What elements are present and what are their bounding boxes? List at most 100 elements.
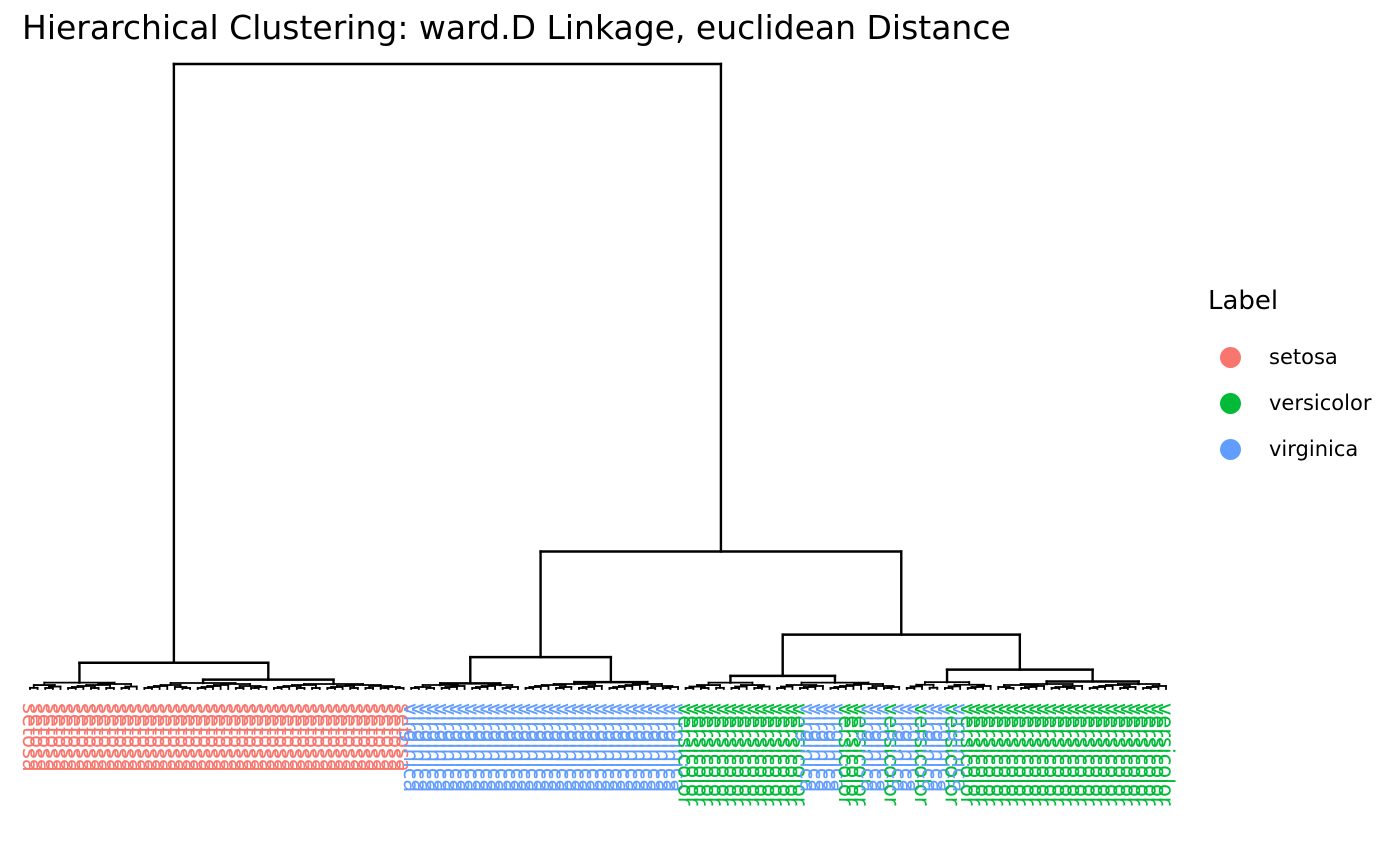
leaf-label-16: setosa (140, 703, 164, 772)
leaf-label-82: virginica (643, 703, 667, 792)
leaf-label-13: setosa (117, 703, 141, 772)
leaf-label-47: setosa (376, 703, 400, 772)
leaf-label-105: virginica (819, 703, 843, 792)
leaf-label-52: virginica (414, 703, 438, 792)
leaf-label-141: versicolor (1093, 703, 1117, 806)
chart-title: Hierarchical Clustering: ward.D Linkage,… (22, 8, 1011, 47)
leaf-label-56: virginica (445, 703, 469, 792)
leaf-label-42: setosa (338, 703, 362, 772)
leaf-label-142: versicolor (1101, 703, 1125, 806)
leaf-label-129: versicolor (1002, 703, 1026, 806)
leaf-label-67: virginica (529, 703, 553, 792)
leaf-label-33: setosa (270, 703, 294, 772)
leaf-label-34: setosa (277, 703, 301, 772)
leaf-label-79: virginica (620, 703, 644, 792)
leaf-label-62: virginica (491, 703, 515, 792)
leaf-label-21: setosa (178, 703, 202, 772)
leaf-label-57: virginica (453, 703, 477, 792)
leaf-label-64: virginica (506, 703, 530, 792)
leaf-label-116: virginica (902, 703, 926, 792)
leaf-label-54: virginica (430, 703, 454, 792)
leaf-label-144: versicolor (1116, 703, 1140, 806)
leaf-label-147: versicolor (1139, 703, 1163, 806)
leaf-label-30: setosa (247, 703, 271, 772)
legend-swatch-setosa (1220, 346, 1241, 368)
leaf-label-89: versicolor (697, 703, 721, 806)
leaf-label-26: setosa (216, 703, 240, 772)
leaf-label-81: virginica (636, 703, 660, 792)
legend-swatch-virginica (1220, 438, 1241, 460)
leaf-label-58: virginica (460, 703, 484, 792)
leaf-label-107: versicolor (834, 703, 858, 806)
leaf-label-32: setosa (262, 703, 286, 772)
leaf-label-110: virginica (857, 703, 881, 792)
leaf-label-6: setosa (64, 703, 88, 772)
leaf-label-92: versicolor (719, 703, 743, 806)
legend-label-versicolor: versicolor (1269, 391, 1372, 415)
leaf-label-87: versicolor (681, 703, 705, 806)
dendrogram-plot: setosasetosasetosasetosasetosasetosaseto… (18, 62, 1178, 806)
leaf-label-149: versicolor (1154, 703, 1178, 806)
leaf-label-131: versicolor (1017, 703, 1041, 806)
leaf-label-0: setosa (18, 703, 42, 772)
leaf-label-18: setosa (155, 703, 179, 772)
leaf-label-84: virginica (658, 703, 682, 792)
leaf-label-97: versicolor (758, 703, 782, 806)
leaf-label-135: versicolor (1047, 703, 1071, 806)
leaf-label-124: versicolor (963, 703, 987, 806)
leaf-label-78: virginica (613, 703, 637, 792)
legend-item-versicolor: versicolor (1208, 380, 1371, 426)
leaf-label-115: virginica (895, 703, 919, 792)
dendrogram-branches (29, 62, 1167, 690)
leaf-label-36: setosa (292, 703, 316, 772)
leaf-label-127: versicolor (986, 703, 1010, 806)
leaf-label-45: setosa (361, 703, 385, 772)
leaf-label-145: versicolor (1124, 703, 1148, 806)
leaf-label-96: versicolor (750, 703, 774, 806)
leaf-label-31: setosa (254, 703, 278, 772)
leaf-label-122: virginica (948, 703, 972, 792)
leaf-label-70: virginica (552, 703, 576, 792)
leaf-label-9: setosa (87, 703, 111, 772)
leaf-label-69: virginica (544, 703, 568, 792)
leaf-label-123: versicolor (956, 703, 980, 806)
legend-swatch-versicolor (1220, 392, 1241, 414)
leaf-labels: setosasetosasetosasetosasetosasetosaseto… (18, 703, 1178, 806)
legend-items: setosa versicolor virginica (1208, 334, 1371, 472)
leaf-label-72: virginica (567, 703, 591, 792)
leaf-label-108: versicolor (841, 703, 865, 806)
leaf-label-51: virginica (407, 703, 431, 792)
leaf-label-63: virginica (498, 703, 522, 792)
leaf-label-38: setosa (308, 703, 332, 772)
leaf-label-106: virginica (826, 703, 850, 792)
leaf-label-44: setosa (353, 703, 377, 772)
leaf-label-95: versicolor (742, 703, 766, 806)
leaf-label-71: virginica (559, 703, 583, 792)
leaf-label-118: virginica (918, 703, 942, 792)
leaf-label-80: virginica (628, 703, 652, 792)
leaf-label-59: virginica (468, 703, 492, 792)
leaf-label-40: setosa (323, 703, 347, 772)
leaf-label-35: setosa (285, 703, 309, 772)
leaf-label-24: setosa (201, 703, 225, 772)
leaf-label-50: virginica (399, 703, 423, 792)
leaf-label-133: versicolor (1032, 703, 1056, 806)
leaf-label-137: versicolor (1063, 703, 1087, 806)
leaf-label-3: setosa (41, 703, 65, 772)
leaf-label-39: setosa (315, 703, 339, 772)
leaf-label-114: virginica (887, 703, 911, 792)
leaf-label-49: setosa (392, 703, 416, 772)
leaf-label-93: versicolor (727, 703, 751, 806)
leaf-label-85: virginica (666, 703, 690, 792)
leaf-label-66: virginica (521, 703, 545, 792)
leaf-label-146: versicolor (1131, 703, 1155, 806)
leaf-label-138: versicolor (1070, 703, 1094, 806)
leaf-label-10: setosa (94, 703, 118, 772)
leaf-label-86: versicolor (674, 703, 698, 806)
leaf-label-119: virginica (925, 703, 949, 792)
leaf-label-60: virginica (475, 703, 499, 792)
leaf-label-99: versicolor (773, 703, 797, 806)
leaf-label-11: setosa (102, 703, 126, 772)
leaf-label-132: versicolor (1024, 703, 1048, 806)
leaf-label-101: versicolor (788, 703, 812, 806)
